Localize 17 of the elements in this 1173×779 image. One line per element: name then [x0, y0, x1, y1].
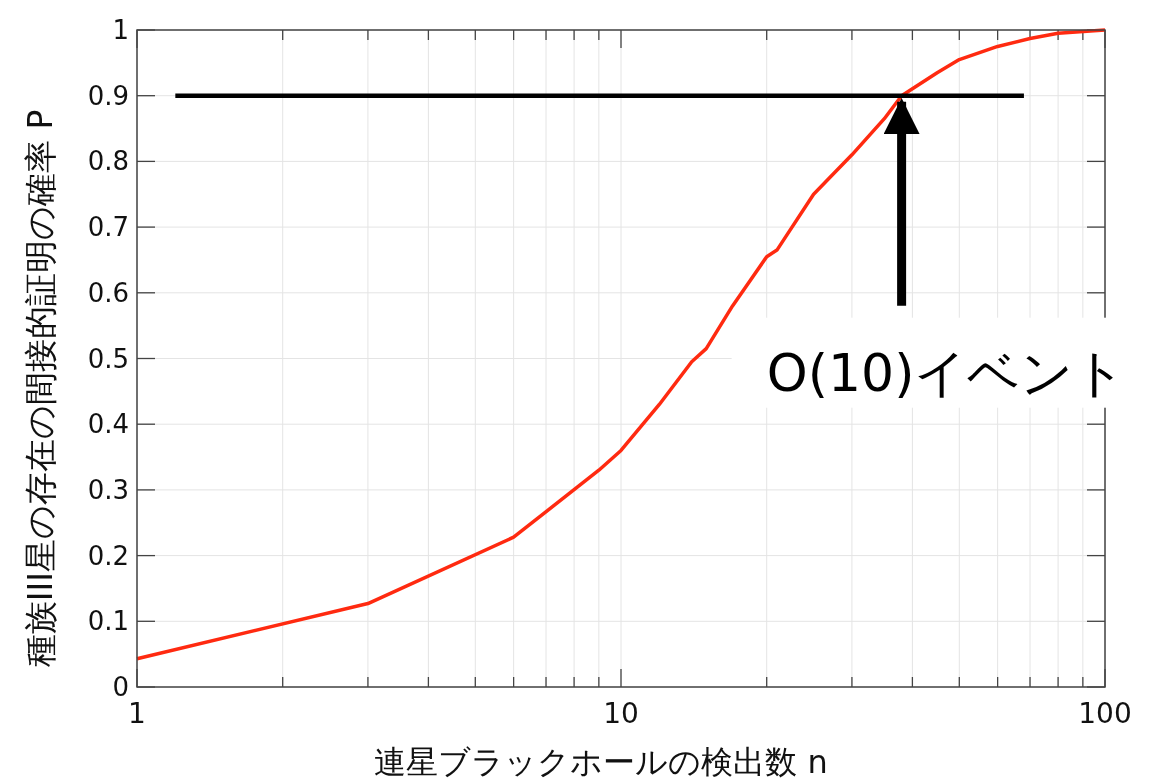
y-tick-label: 0.7: [87, 212, 129, 243]
y-axis-title: 種族III星の存在の間接的証明の確率 P: [21, 109, 60, 668]
y-tick-label: 0.4: [87, 409, 129, 440]
x-axis-title: 連星ブラックホールの検出数 n: [374, 743, 828, 779]
annotation: O(10)イベント: [766, 342, 1127, 403]
y-tick-label: 0.1: [87, 606, 129, 637]
y-tick-label: 0: [112, 672, 129, 702]
y-tick-label: 0.5: [87, 343, 129, 374]
y-tick-label: 0.2: [87, 540, 129, 571]
annotation: O(10)イベント: [731, 98, 1162, 408]
y-tick-label: 0.8: [87, 146, 129, 177]
x-tick-label: 100: [1078, 697, 1132, 730]
y-tick-label: 0.6: [87, 277, 129, 308]
y-tick-label: 0.3: [87, 474, 129, 505]
y-tick-label: 0.9: [87, 80, 129, 111]
y-tick-label: 1: [112, 15, 129, 45]
x-tick-label: 10: [603, 697, 639, 730]
